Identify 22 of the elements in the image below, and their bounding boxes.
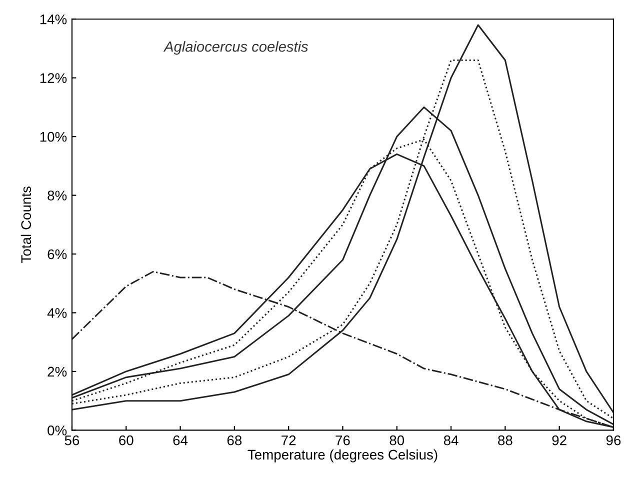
- y-tick-label: 2%: [48, 366, 67, 377]
- x-tick-label: 56: [64, 435, 80, 446]
- y-tick-label: 6%: [48, 249, 67, 260]
- y-tick-label: 10%: [40, 132, 67, 142]
- y-tick-label: 8%: [48, 190, 67, 200]
- x-tick-label: 72: [282, 435, 296, 446]
- y-tick-label: 4%: [47, 308, 67, 318]
- x-tick-label: 60: [119, 435, 134, 446]
- y-tick-label: 14%: [40, 14, 67, 24]
- x-tick-label: 96: [606, 435, 621, 446]
- y-tick-label: 12%: [40, 73, 67, 83]
- annotation: Aglaiocercus coelestis: [163, 41, 308, 55]
- y-tick-label: 0%: [48, 426, 67, 436]
- y-axis-title: Total Counts: [20, 186, 32, 263]
- x-tick-label: 88: [498, 435, 512, 446]
- x-tick-label: 92: [552, 435, 566, 446]
- x-tick-label: 80: [390, 435, 404, 446]
- x-tick-label: 84: [444, 435, 458, 446]
- x-axis-title: Temperature (degrees Celsius): [248, 449, 438, 462]
- x-tick-label: 68: [227, 435, 242, 446]
- x-tick-label: 76: [336, 435, 350, 446]
- x-tick-label: 64: [173, 435, 188, 446]
